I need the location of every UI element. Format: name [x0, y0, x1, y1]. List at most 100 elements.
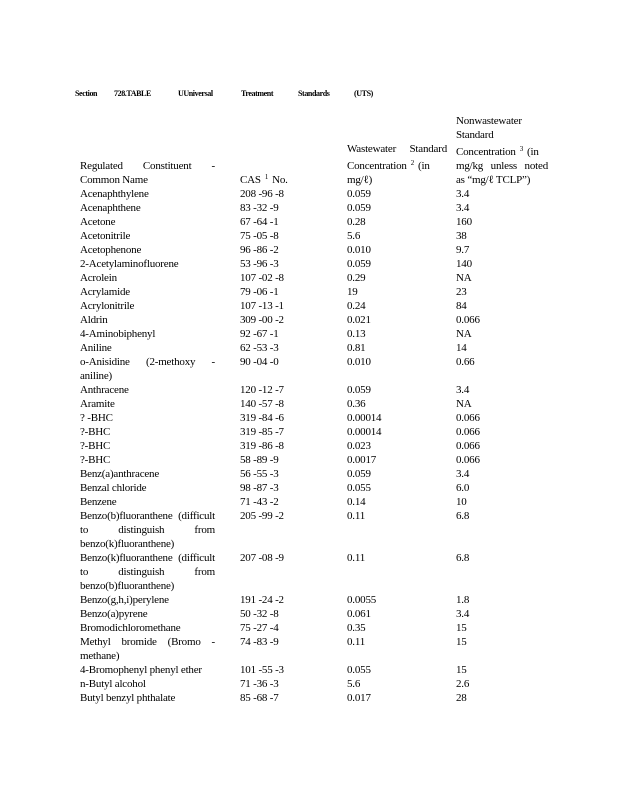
title-universal: UUniversal	[178, 89, 213, 98]
table-row: Acetonitrile 75 -05 -8 5.6 38	[80, 229, 548, 243]
cell-cas: 207 -08 -9	[240, 552, 284, 564]
table-row: Bromodichloromethane 75 -27 -4 0.35 15	[80, 621, 548, 635]
cell-nonwastewater: 6.0	[456, 482, 470, 494]
cell-cas: 309 -00 -2	[240, 314, 284, 326]
table-row: Acrolein 107 -02 -8 0.29 NA	[80, 271, 548, 285]
cell-name: n-Butyl alcohol	[80, 678, 146, 690]
cell-cas: 75 -27 -4	[240, 622, 279, 634]
cell-wastewater: 0.059	[347, 468, 371, 480]
table-row: Butyl benzyl phthalate 85 -68 -7 0.017 28	[80, 691, 548, 705]
table-row: 2-Acetylaminofluorene 53 -96 -3 0.059 140	[80, 257, 548, 271]
cell-cas: 85 -68 -7	[240, 692, 279, 704]
title-uts: (UTS)	[354, 89, 373, 98]
table-row: ?-BHC 319 -86 -8 0.023 0.066	[80, 439, 548, 453]
table-row: Anthracene 120 -12 -7 0.059 3.4	[80, 383, 548, 397]
cell-name: ?-BHC	[80, 454, 111, 466]
header-ww-text: Wastewater Standard Concentration	[347, 143, 447, 172]
cell-name: Acenaphthene	[80, 202, 141, 214]
cell-wastewater: 0.055	[347, 664, 371, 676]
cell-wastewater: 5.6	[347, 678, 361, 690]
cell-nonwastewater: 6.8	[456, 510, 470, 522]
cell-cas: 205 -99 -2	[240, 510, 284, 522]
cell-name: Acetophenone	[80, 244, 142, 256]
table-row: Benz(a)anthracene 56 -55 -3 0.059 3.4	[80, 467, 548, 481]
cell-cas: 191 -24 -2	[240, 594, 284, 606]
footnote-1: 1	[264, 173, 269, 181]
cell-nonwastewater: 3.4	[456, 608, 470, 620]
cell-wastewater: 0.13	[347, 328, 366, 340]
cell-cas: 74 -83 -9	[240, 636, 279, 648]
uts-table: Regulated Constituent - Common Name CAS 1…	[80, 114, 548, 705]
cell-name: Benzo(g,h,i)perylene	[80, 594, 169, 606]
cell-name: Acrylamide	[80, 286, 130, 298]
cell-nonwastewater: 28	[456, 692, 467, 704]
table-row: Methyl bromide (Bromo - methane) 74 -83 -…	[80, 635, 548, 663]
cell-name: Acetonitrile	[80, 230, 131, 242]
table-row: ?-BHC 58 -89 -9 0.0017 0.066	[80, 453, 548, 467]
cell-nonwastewater: 3.4	[456, 468, 470, 480]
cell-name: ?-BHC	[80, 426, 111, 438]
table-row: n-Butyl alcohol 71 -36 -3 5.6 2.6	[80, 677, 548, 691]
cell-nonwastewater: 9.7	[456, 244, 470, 256]
cell-cas: 71 -43 -2	[240, 496, 279, 508]
cell-wastewater: 0.81	[347, 342, 366, 354]
header-ww-unit: (in mg/ℓ)	[347, 160, 430, 186]
cell-name: Acrolein	[80, 272, 117, 284]
cell-cas: 75 -05 -8	[240, 230, 279, 242]
cell-wastewater: 0.00014	[347, 426, 382, 438]
cell-nonwastewater: 3.4	[456, 202, 470, 214]
footnote-3: 3	[519, 145, 524, 153]
cell-nonwastewater: 15	[456, 664, 467, 676]
cell-wastewater: 19	[347, 286, 358, 298]
cell-cas: 319 -85 -7	[240, 426, 284, 438]
cell-name: Acetone	[80, 216, 116, 228]
cell-name: Aldrin	[80, 314, 108, 326]
cell-name: Benzo(k)fluoranthene (difficult to disti…	[80, 552, 215, 592]
table-body: Acenaphthylene 208 -96 -8 0.059 3.4 Acenapht…	[80, 187, 548, 705]
cell-wastewater: 0.00014	[347, 412, 382, 424]
cell-cas: 53 -96 -3	[240, 258, 279, 270]
cell-cas: 62 -53 -3	[240, 342, 279, 354]
footnote-2: 2	[410, 159, 415, 167]
cell-wastewater: 0.017	[347, 692, 371, 704]
cell-name: Aniline	[80, 342, 112, 354]
header-nww-unit: (in mg/kg unless noted as “mg/ℓ TCLP”)	[456, 146, 548, 186]
cell-cas: 50 -32 -8	[240, 608, 279, 620]
cell-cas: 101 -55 -3	[240, 664, 284, 676]
cell-name: Methyl bromide (Bromo - methane)	[80, 636, 215, 662]
cell-name: Bromodichloromethane	[80, 622, 181, 634]
cell-cas: 208 -96 -8	[240, 188, 284, 200]
cell-cas: 107 -02 -8	[240, 272, 284, 284]
cell-nonwastewater: 6.8	[456, 552, 470, 564]
table-row: Benzo(k)fluoranthene (difficult to disti…	[80, 551, 548, 593]
cell-nonwastewater: 0.066	[456, 412, 480, 424]
table-row: 4-Aminobiphenyl 92 -67 -1 0.13 NA	[80, 327, 548, 341]
cell-name: Acrylonitrile	[80, 300, 135, 312]
cell-nonwastewater: 0.66	[456, 356, 475, 368]
title-table: 728.TABLE	[114, 89, 151, 98]
table-header: Regulated Constituent - Common Name CAS 1…	[80, 114, 548, 187]
cell-nonwastewater: NA	[456, 272, 472, 284]
cell-name: o-Anisidine (2-methoxy - aniline)	[80, 356, 215, 382]
table-row: Aramite 140 -57 -8 0.36 NA	[80, 397, 548, 411]
cell-cas: 92 -67 -1	[240, 328, 279, 340]
cell-nonwastewater: NA	[456, 328, 472, 340]
header-cas-no: No.	[272, 174, 288, 186]
cell-wastewater: 0.11	[347, 510, 366, 522]
cell-nonwastewater: 15	[456, 636, 467, 648]
header-nww-text: Nonwastewater Standard Concentration	[456, 115, 522, 158]
cell-wastewater: 0.24	[347, 300, 366, 312]
cell-wastewater: 0.0017	[347, 454, 377, 466]
cell-nonwastewater: 14	[456, 342, 467, 354]
cell-wastewater: 0.36	[347, 398, 366, 410]
table-row: ?-BHC 319 -85 -7 0.00014 0.066	[80, 425, 548, 439]
table-row: Aldrin 309 -00 -2 0.021 0.066	[80, 313, 548, 327]
cell-wastewater: 0.14	[347, 496, 366, 508]
title-standards: Standards	[298, 89, 330, 98]
table-row: Acrylonitrile 107 -13 -1 0.24 84	[80, 299, 548, 313]
table-row: Aniline 62 -53 -3 0.81 14	[80, 341, 548, 355]
cell-name: 4-Bromophenyl phenyl ether	[80, 664, 202, 676]
cell-wastewater: 5.6	[347, 230, 361, 242]
cell-name: Acenaphthylene	[80, 188, 149, 200]
cell-nonwastewater: 15	[456, 622, 467, 634]
